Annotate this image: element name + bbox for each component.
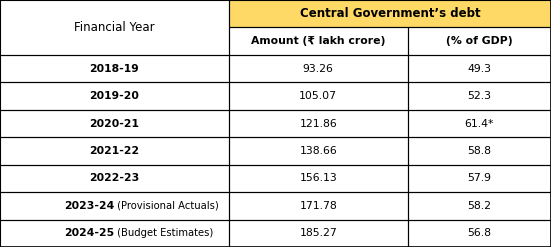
Bar [408, 55, 551, 82]
Bar [0, 137, 229, 165]
Text: 56.8: 56.8 [467, 228, 491, 238]
Text: Financial Year: Financial Year [74, 21, 155, 34]
Bar [0, 192, 229, 220]
Text: 121.86: 121.86 [299, 119, 337, 128]
Text: 49.3: 49.3 [467, 64, 491, 74]
Bar [229, 82, 408, 110]
Bar [0, 110, 229, 137]
Text: 52.3: 52.3 [467, 91, 491, 101]
Bar [408, 165, 551, 192]
Bar [229, 110, 408, 137]
Text: 2022-23: 2022-23 [89, 173, 139, 183]
Bar [229, 137, 408, 165]
Bar [229, 27, 408, 55]
Bar [408, 82, 551, 110]
Text: 58.2: 58.2 [467, 201, 491, 211]
Text: Central Government’s debt: Central Government’s debt [300, 7, 480, 20]
Bar [229, 165, 408, 192]
Text: 2024-25: 2024-25 [64, 228, 115, 238]
Bar [408, 220, 551, 247]
Text: 58.8: 58.8 [467, 146, 491, 156]
Bar [408, 192, 551, 220]
Bar [229, 0, 551, 27]
Text: 61.4*: 61.4* [464, 119, 494, 128]
Bar [0, 82, 229, 110]
Text: 93.26: 93.26 [302, 64, 334, 74]
Text: 105.07: 105.07 [299, 91, 337, 101]
Bar [229, 220, 408, 247]
Text: 57.9: 57.9 [467, 173, 491, 183]
Bar [408, 137, 551, 165]
Text: (% of GDP): (% of GDP) [446, 36, 512, 46]
Text: Amount (₹ lakh crore): Amount (₹ lakh crore) [251, 36, 385, 46]
Text: 2019-20: 2019-20 [89, 91, 139, 101]
Bar [408, 27, 551, 55]
Text: 2020-21: 2020-21 [89, 119, 139, 128]
Bar [0, 220, 229, 247]
Bar [408, 110, 551, 137]
Text: 2023-24: 2023-24 [64, 201, 115, 211]
Text: 185.27: 185.27 [299, 228, 337, 238]
Text: 2021-22: 2021-22 [89, 146, 139, 156]
Bar [229, 55, 408, 82]
Text: (Budget Estimates): (Budget Estimates) [115, 228, 214, 238]
Bar [229, 192, 408, 220]
Bar [0, 55, 229, 82]
Bar [0, 0, 229, 55]
Text: 171.78: 171.78 [299, 201, 337, 211]
Text: 2018-19: 2018-19 [89, 64, 139, 74]
Text: 156.13: 156.13 [299, 173, 337, 183]
Text: 138.66: 138.66 [299, 146, 337, 156]
Bar [0, 165, 229, 192]
Text: (Provisional Actuals): (Provisional Actuals) [115, 201, 219, 211]
Bar [229, 0, 551, 27]
